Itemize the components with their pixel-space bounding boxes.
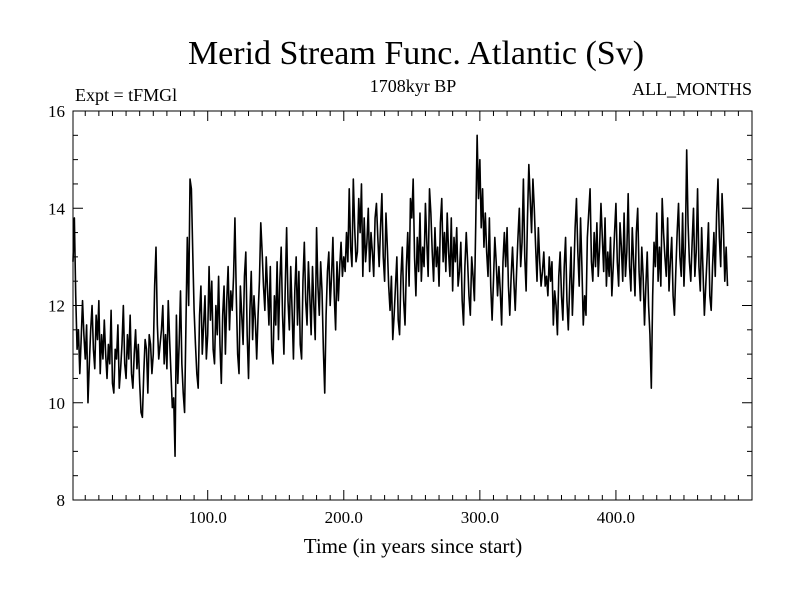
series-line (72, 134, 729, 458)
y-tick-label: 8 (57, 491, 66, 510)
x-tick-label: 200.0 (325, 508, 363, 527)
axis-ticks (73, 110, 752, 501)
chart-title: Merid Stream Func. Atlantic (Sv) (188, 35, 644, 72)
x-tick-label: 400.0 (597, 508, 635, 527)
plot-frame (72, 110, 753, 501)
experiment-label: Expt = tFMGl (75, 85, 177, 105)
y-tick-labels: 8 10 12 14 16 (48, 102, 66, 510)
months-label: ALL_MONTHS (632, 79, 752, 99)
period-label: 1708kyr BP (370, 76, 457, 96)
y-tick-label: 14 (48, 199, 66, 218)
x-tick-labels: 100.0 200.0 300.0 400.0 (189, 508, 635, 527)
x-axis-label: Time (in years since start) (304, 534, 523, 558)
x-tick-label: 100.0 (189, 508, 227, 527)
y-tick-label: 10 (48, 394, 65, 413)
x-tick-label: 300.0 (461, 508, 499, 527)
series-group (72, 134, 729, 458)
y-tick-label: 12 (48, 297, 65, 316)
y-tick-label: 16 (48, 102, 65, 121)
